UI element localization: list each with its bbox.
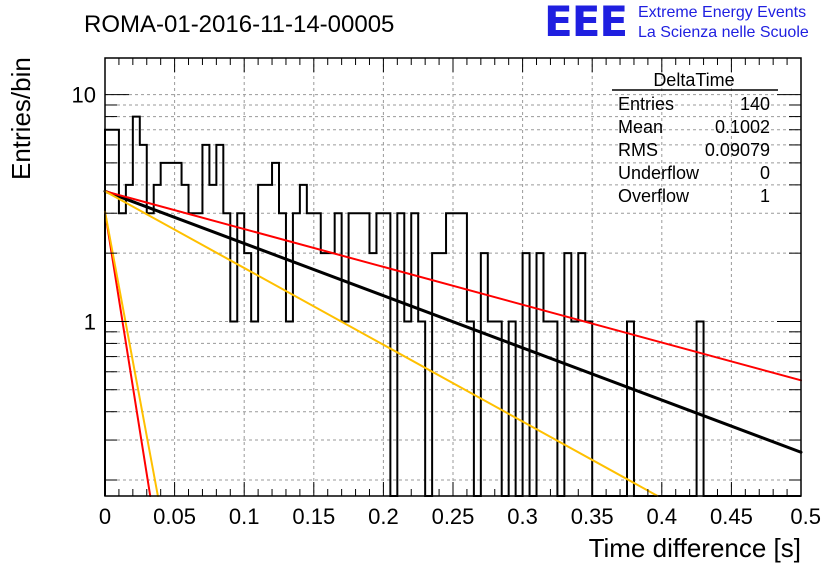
x-tick-label: 0.4 xyxy=(647,504,678,529)
y-axis-label: Entries/bin xyxy=(6,57,36,180)
x-tick-label: 0.45 xyxy=(710,504,753,529)
stats-value: 1 xyxy=(760,186,770,206)
y-tick-label: 1 xyxy=(84,309,96,334)
x-tick-label: 0.35 xyxy=(571,504,614,529)
x-tick-label: 0.3 xyxy=(507,504,538,529)
fit-line xyxy=(104,190,659,497)
y-tick-label: 10 xyxy=(72,83,96,108)
stats-box: DeltaTime Entries 140 Mean 0.1002 RMS 0.… xyxy=(612,70,778,206)
logo-tagline-2: La Scienza nelle Scuole xyxy=(638,24,809,41)
fit-line xyxy=(104,210,152,497)
stats-title: DeltaTime xyxy=(653,70,734,90)
x-tick-label: 0.25 xyxy=(432,504,475,529)
stats-label: RMS xyxy=(618,140,658,160)
fit-line xyxy=(103,189,803,454)
histogram-series xyxy=(104,115,801,497)
fit-line xyxy=(104,210,159,497)
stats-value: 0 xyxy=(760,163,770,183)
x-tick-label: 0.15 xyxy=(292,504,335,529)
x-axis-label: Time difference [s] xyxy=(589,533,801,563)
x-tick-label: 0 xyxy=(99,504,111,529)
data-layer xyxy=(104,115,801,497)
stats-value: 0.09079 xyxy=(705,140,770,160)
x-tick-label: 0.5 xyxy=(790,504,821,529)
fit-line xyxy=(104,190,802,382)
x-tick-label: 0.1 xyxy=(229,504,260,529)
stats-label: Underflow xyxy=(618,163,700,183)
stats-label: Entries xyxy=(618,94,674,114)
x-tick-label: 0.05 xyxy=(153,504,196,529)
stats-label: Mean xyxy=(618,117,663,137)
x-tick-label: 0.2 xyxy=(368,504,399,529)
stats-value: 0.1002 xyxy=(715,117,770,137)
fit-layer xyxy=(103,189,803,497)
eee-logo: EEE Extreme Energy Events La Scienza nel… xyxy=(544,0,834,46)
grid-layer xyxy=(105,58,801,496)
chart-title: ROMA-01-2016-11-14-00005 xyxy=(84,11,394,38)
logo-mark: EEE xyxy=(544,0,628,46)
stats-label: Overflow xyxy=(618,186,690,206)
stats-value: 140 xyxy=(740,94,770,114)
logo-tagline-1: Extreme Energy Events xyxy=(638,4,807,21)
